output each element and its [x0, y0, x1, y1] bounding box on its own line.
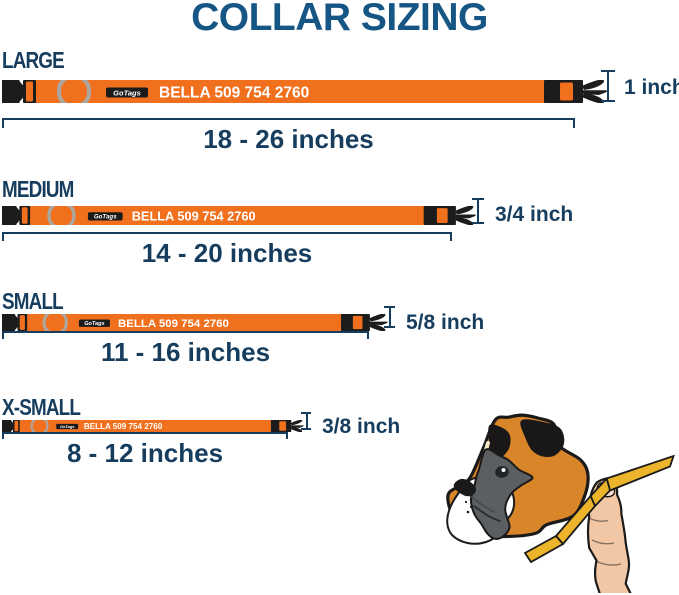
svg-text:BELLA 509 754 2760: BELLA 509 754 2760 [132, 208, 256, 223]
svg-text:BELLA 509 754 2760: BELLA 509 754 2760 [159, 85, 309, 102]
svg-text:GoTags: GoTags [113, 88, 141, 97]
svg-text:GoTags: GoTags [60, 424, 75, 429]
svg-text:GoTags: GoTags [94, 213, 117, 220]
svg-text:GoTags: GoTags [84, 321, 104, 327]
svg-text:BELLA 509 754 2760: BELLA 509 754 2760 [118, 318, 229, 330]
svg-text:BELLA 509 754 2760: BELLA 509 754 2760 [84, 422, 163, 431]
